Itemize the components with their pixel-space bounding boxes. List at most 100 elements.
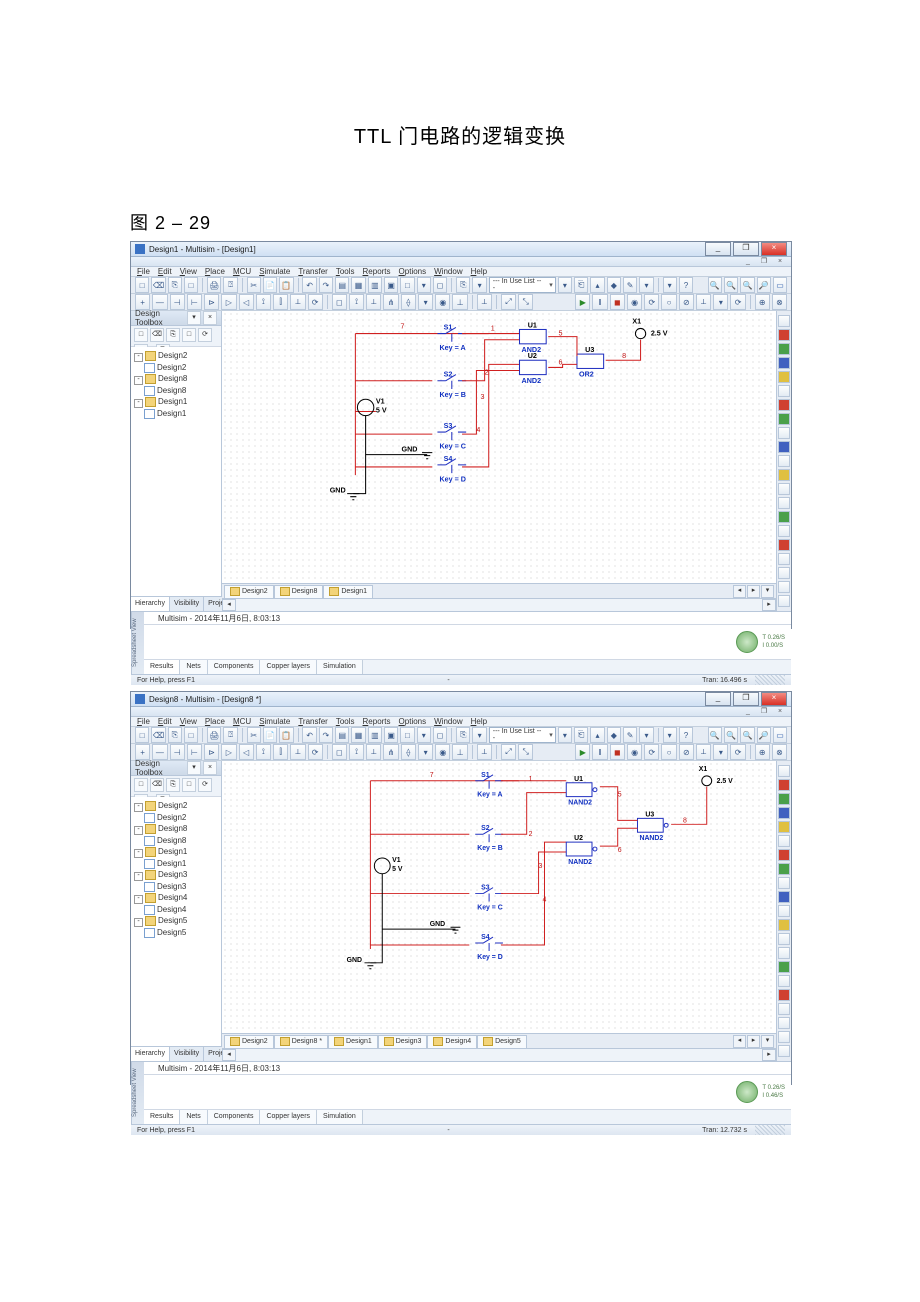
- toolbar-button[interactable]: ⊣: [170, 744, 185, 760]
- h-scrollbar[interactable]: ◂ ▸: [222, 1048, 776, 1061]
- toolbar-button[interactable]: □: [184, 727, 198, 743]
- design-tree[interactable]: -Design2Design2-Design8Design8-Design1De…: [131, 797, 221, 1046]
- toolbar-button[interactable]: ▾: [639, 727, 653, 743]
- toolbar-button[interactable]: ✎: [623, 727, 637, 743]
- toolbar-button[interactable]: ▶: [575, 294, 590, 310]
- instrument-button[interactable]: [778, 863, 790, 875]
- tree-item[interactable]: Design2: [134, 362, 218, 373]
- minimize-button[interactable]: _: [705, 242, 731, 256]
- scroll-left-button[interactable]: ◂: [222, 599, 236, 611]
- instrument-button[interactable]: [778, 357, 790, 369]
- toolbar-button[interactable]: ▴: [590, 727, 604, 743]
- menu-place[interactable]: Place: [205, 267, 225, 276]
- toolbar-button[interactable]: ⊣: [170, 294, 185, 310]
- toolbar-button[interactable]: ⊢: [187, 294, 202, 310]
- toolbar-button[interactable]: ▾: [663, 727, 677, 743]
- toolbar-button[interactable]: ⤢: [501, 744, 516, 760]
- scroll-right-button[interactable]: ▸: [762, 599, 776, 611]
- sheet-tab[interactable]: Design2: [224, 1035, 274, 1048]
- menu-simulate[interactable]: Simulate: [259, 717, 290, 726]
- toolbar-button[interactable]: ▾: [713, 294, 728, 310]
- sheet-tab[interactable]: Design5: [477, 1035, 527, 1048]
- toolbar-button[interactable]: ▤: [335, 277, 349, 293]
- toolbox-tab[interactable]: Visibility: [170, 1047, 204, 1061]
- spreadsheet-tab[interactable]: Nets: [180, 660, 207, 674]
- toolbar-button[interactable]: ⟂: [696, 744, 711, 760]
- toolbar-button[interactable]: 📋: [279, 277, 293, 293]
- toolbar-button[interactable]: ↶: [302, 727, 316, 743]
- toolbar-button[interactable]: ◻: [332, 744, 347, 760]
- sheet-tab[interactable]: Design8: [274, 585, 324, 598]
- sheet-nav-button[interactable]: ▾: [761, 1035, 774, 1048]
- toolbar-button[interactable]: ⊗: [772, 744, 787, 760]
- toolbar-button[interactable]: ⊢: [187, 744, 202, 760]
- toolbar-button[interactable]: ⎘: [456, 277, 470, 293]
- toolbar-button[interactable]: ▾: [418, 744, 433, 760]
- tree-item[interactable]: Design5: [134, 927, 218, 938]
- sheet-tab[interactable]: Design8 *: [274, 1035, 328, 1048]
- mdi-min-button[interactable]: _: [741, 707, 755, 716]
- sheet-nav-button[interactable]: ◂: [733, 1035, 746, 1048]
- toolbar-button[interactable]: ⤢: [501, 294, 516, 310]
- tree-item[interactable]: Design2: [134, 812, 218, 823]
- spreadsheet-tab[interactable]: Components: [208, 660, 261, 674]
- toolbar-button[interactable]: ⊥: [452, 744, 467, 760]
- toolbar-button[interactable]: ▦: [351, 727, 365, 743]
- toolbar-button[interactable]: ‖: [592, 744, 607, 760]
- toolbar-button[interactable]: ⟂: [290, 294, 305, 310]
- menu-transfer[interactable]: Transfer: [298, 717, 328, 726]
- toolbar-button[interactable]: 🖨: [207, 727, 221, 743]
- instrument-button[interactable]: [778, 581, 790, 593]
- spreadsheet-tab[interactable]: Results: [144, 660, 180, 674]
- toolbar-button[interactable]: ⎘: [168, 277, 182, 293]
- toolbar-button[interactable]: ↶: [302, 277, 316, 293]
- toolbar-button[interactable]: +: [135, 744, 150, 760]
- toolbar-button[interactable]: ▾: [472, 727, 486, 743]
- tree-item[interactable]: Design4: [134, 904, 218, 915]
- toolbar-button[interactable]: ⊕: [755, 744, 770, 760]
- toolbar-button[interactable]: ?: [679, 277, 693, 293]
- tree-item[interactable]: Design8: [134, 835, 218, 846]
- menu-file[interactable]: File: [137, 267, 150, 276]
- toolbar-button[interactable]: ▾: [472, 277, 486, 293]
- toolbar-button[interactable]: ◼: [610, 744, 625, 760]
- menu-view[interactable]: View: [180, 717, 197, 726]
- toolbar-button[interactable]: ▾: [663, 277, 677, 293]
- toolbar-button[interactable]: ▾: [639, 277, 653, 293]
- toolbar-button[interactable]: 🔍: [708, 727, 722, 743]
- spreadsheet-tab[interactable]: Simulation: [317, 1110, 363, 1124]
- toolbar-button[interactable]: ⊳: [204, 294, 219, 310]
- toolbar-button[interactable]: ◆: [607, 277, 621, 293]
- toolbar-button[interactable]: ▾: [558, 277, 572, 293]
- menu-window[interactable]: Window: [434, 267, 462, 276]
- toolbar-button[interactable]: □: [400, 727, 414, 743]
- toolbox-button[interactable]: ⎘: [166, 328, 180, 342]
- sheet-nav-button[interactable]: ▸: [747, 1035, 760, 1048]
- menu-mcu[interactable]: MCU: [233, 267, 251, 276]
- instrument-button[interactable]: [778, 877, 790, 889]
- tree-item[interactable]: -Design3: [134, 869, 218, 881]
- close-button[interactable]: ×: [761, 692, 787, 706]
- scroll-right-button[interactable]: ▸: [762, 1049, 776, 1061]
- schematic-canvas[interactable]: V1 5 V GND GND S1Key = AS2Key = BS3Key =…: [222, 311, 776, 583]
- toolbar-button[interactable]: ⟳: [730, 294, 745, 310]
- maximize-button[interactable]: ❐: [733, 242, 759, 256]
- toolbar-button[interactable]: ◁: [239, 294, 254, 310]
- toolbar-button[interactable]: ▴: [590, 277, 604, 293]
- mdi-close-button[interactable]: ×: [773, 707, 787, 716]
- spreadsheet-tab[interactable]: Copper layers: [260, 660, 317, 674]
- spreadsheet-tab[interactable]: Simulation: [317, 660, 363, 674]
- toolbar-button[interactable]: ⫿: [273, 744, 288, 760]
- instrument-button[interactable]: [778, 807, 790, 819]
- toolbar-button[interactable]: ⌫: [151, 727, 165, 743]
- scroll-left-button[interactable]: ◂: [222, 1049, 236, 1061]
- menu-help[interactable]: Help: [471, 717, 487, 726]
- minimize-button[interactable]: _: [705, 692, 731, 706]
- toolbar-button[interactable]: 🔍: [724, 277, 738, 293]
- instrument-button[interactable]: [778, 399, 790, 411]
- instrument-button[interactable]: [778, 1003, 790, 1015]
- instrument-button[interactable]: [778, 315, 790, 327]
- toolbar-button[interactable]: ⋔: [383, 744, 398, 760]
- menu-options[interactable]: Options: [399, 267, 427, 276]
- toolbar-button[interactable]: 📋: [279, 727, 293, 743]
